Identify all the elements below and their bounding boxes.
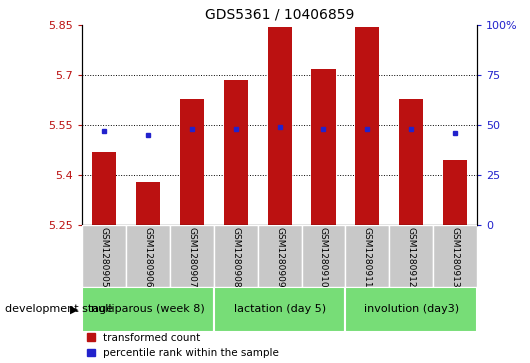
Text: development stage: development stage [5, 305, 113, 314]
Bar [180, 99, 204, 225]
Bar [82, 225, 126, 287]
Text: GSM1280913: GSM1280913 [450, 227, 460, 287]
Text: GSM1280910: GSM1280910 [319, 227, 328, 287]
Bar [346, 225, 389, 287]
Legend: transformed count, percentile rank within the sample: transformed count, percentile rank withi… [87, 333, 279, 358]
Bar [443, 160, 467, 225]
Bar [312, 69, 335, 225]
Text: GSM1280908: GSM1280908 [231, 227, 240, 287]
Bar [302, 225, 346, 287]
Bar [82, 287, 214, 332]
Text: GSM1280907: GSM1280907 [187, 227, 196, 287]
Bar [224, 80, 248, 225]
Bar [126, 225, 170, 287]
Text: GSM1280911: GSM1280911 [363, 227, 372, 287]
Bar [346, 287, 477, 332]
Bar [92, 152, 116, 225]
Bar [268, 27, 292, 225]
Bar [389, 225, 433, 287]
Title: GDS5361 / 10406859: GDS5361 / 10406859 [205, 8, 354, 21]
Text: involution (day3): involution (day3) [364, 305, 459, 314]
Bar [433, 225, 477, 287]
Text: ▶: ▶ [70, 305, 78, 314]
Text: GSM1280905: GSM1280905 [100, 227, 109, 287]
Bar [136, 182, 160, 225]
Bar [355, 27, 379, 225]
Bar [214, 287, 346, 332]
Bar [258, 225, 302, 287]
Text: GSM1280909: GSM1280909 [275, 227, 284, 287]
Text: GSM1280912: GSM1280912 [407, 227, 416, 287]
Text: lactation (day 5): lactation (day 5) [234, 305, 325, 314]
Bar [399, 99, 423, 225]
Bar [170, 225, 214, 287]
Bar [214, 225, 258, 287]
Text: nulliparous (week 8): nulliparous (week 8) [91, 305, 205, 314]
Text: GSM1280906: GSM1280906 [144, 227, 153, 287]
